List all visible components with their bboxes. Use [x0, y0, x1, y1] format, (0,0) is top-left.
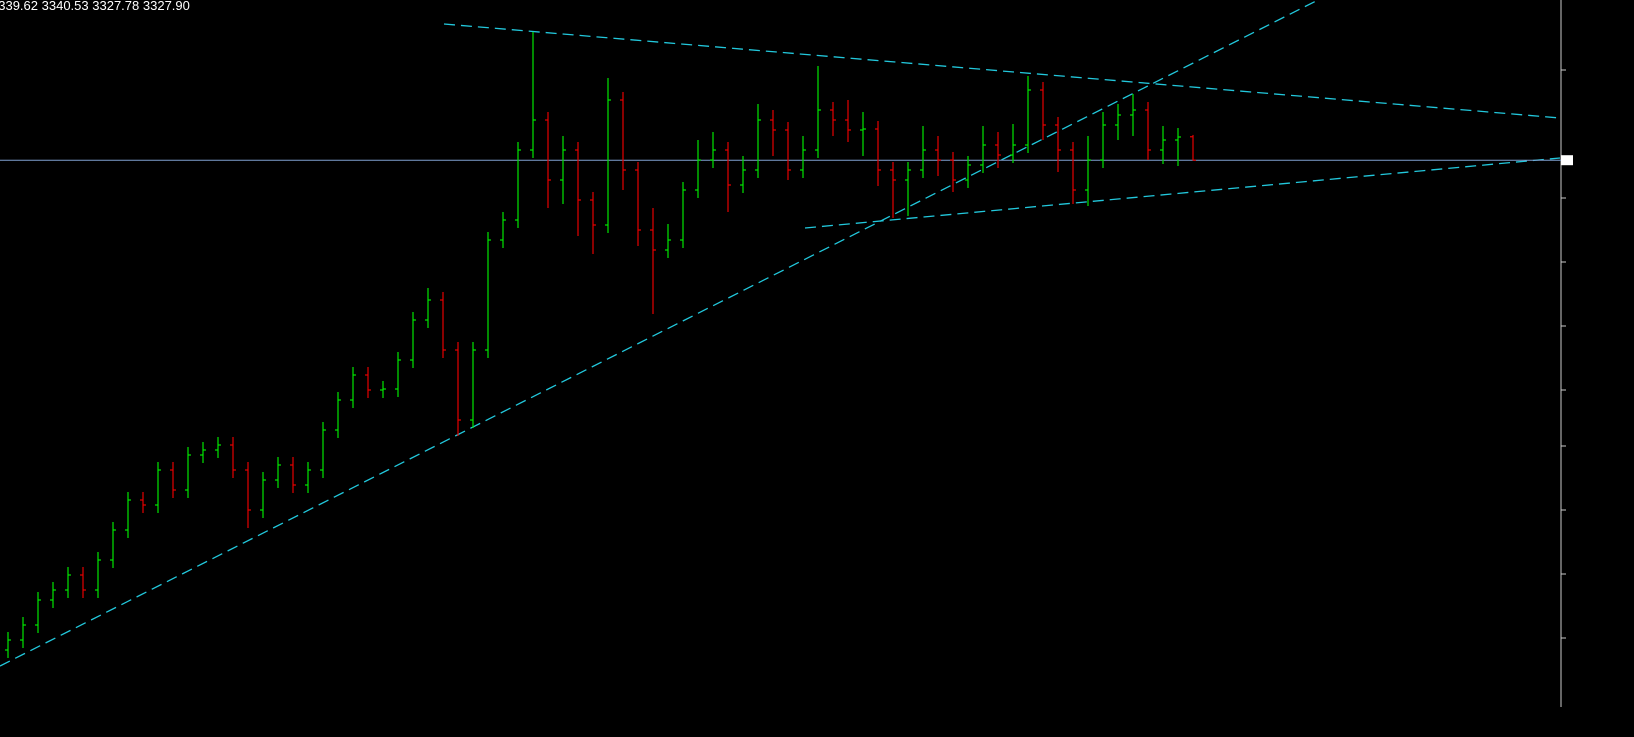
info-open: 3339.62	[0, 0, 38, 13]
axis-ticks	[1561, 69, 1566, 639]
price-marker	[1561, 155, 1573, 166]
trendline	[0, 0, 1319, 667]
ohlc-info: 3339.62 3340.53 3327.78 3327.90	[0, 0, 190, 13]
trendline	[443, 23, 1561, 119]
info-close: 3327.90	[142, 0, 190, 13]
info-low: 3327.78	[92, 0, 140, 13]
trendline	[804, 157, 1561, 229]
info-high: 3340.53	[41, 0, 89, 13]
trendlines	[0, 0, 1561, 667]
